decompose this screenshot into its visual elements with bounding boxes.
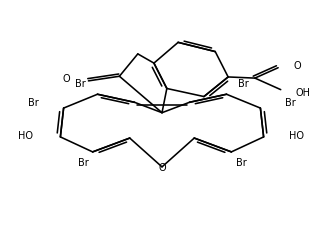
Text: Br: Br	[285, 97, 296, 107]
Text: Br: Br	[77, 158, 88, 167]
Text: Br: Br	[28, 97, 39, 107]
Text: OH: OH	[296, 88, 311, 98]
Text: Br: Br	[238, 79, 249, 89]
Text: Br: Br	[236, 158, 247, 167]
Text: HO: HO	[289, 130, 305, 140]
Text: O: O	[158, 162, 166, 172]
Text: Br: Br	[75, 79, 86, 89]
Text: O: O	[293, 61, 301, 70]
Text: HO: HO	[18, 130, 33, 140]
Text: O: O	[62, 74, 70, 84]
